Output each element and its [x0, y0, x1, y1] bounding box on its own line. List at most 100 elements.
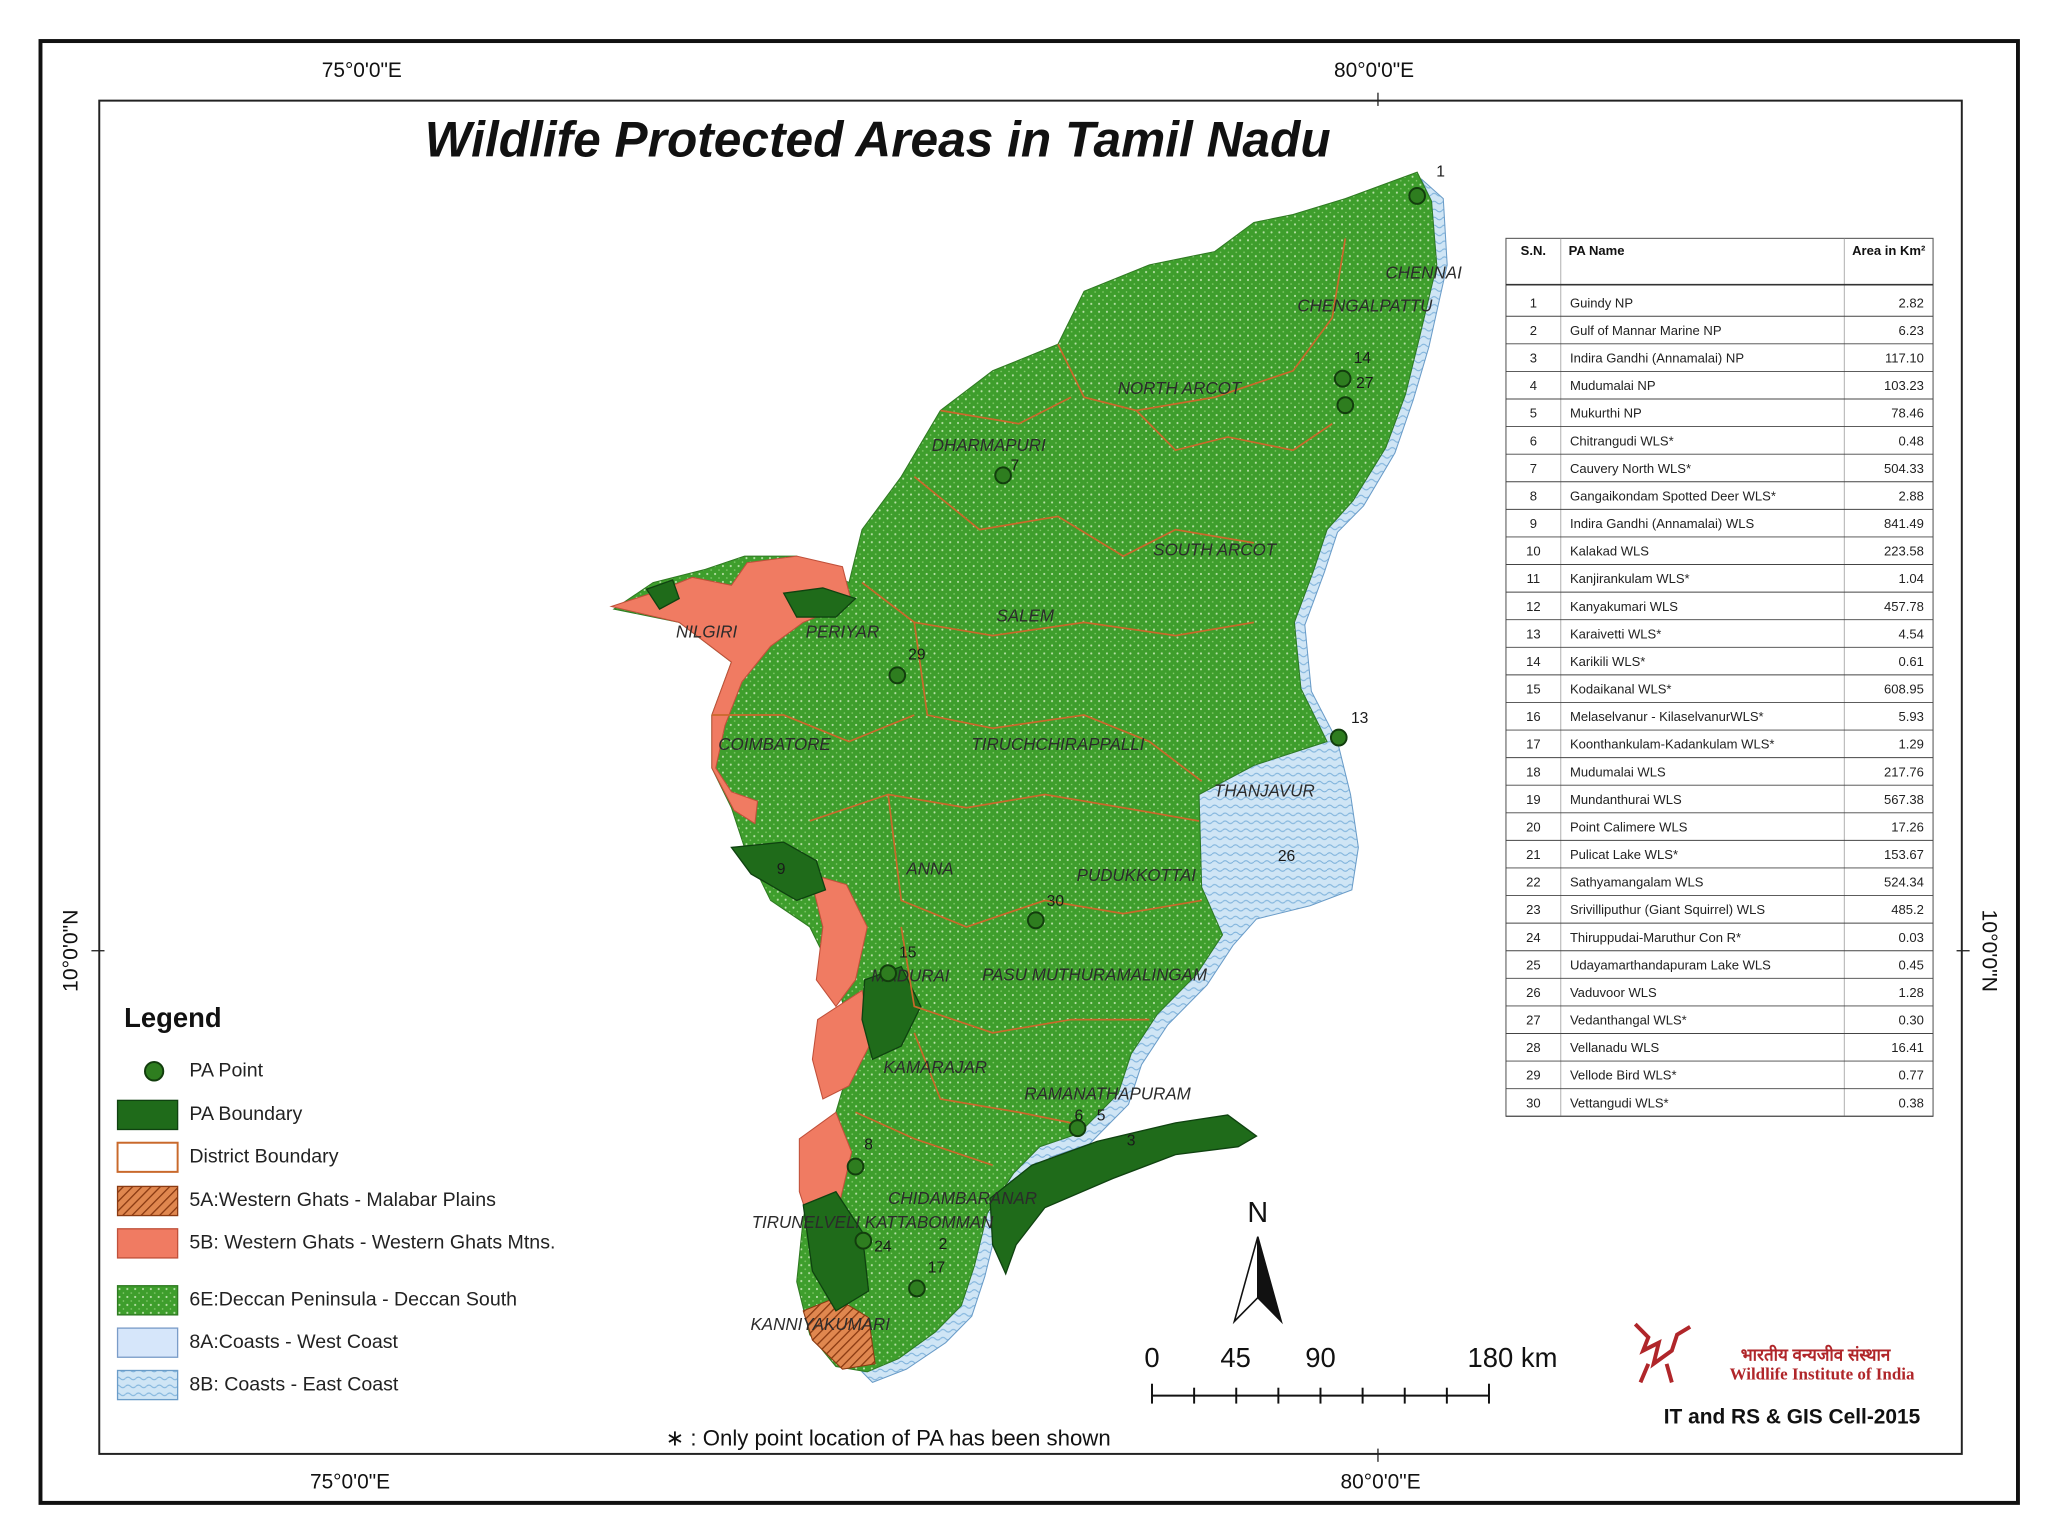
table-cell: Cauvery North WLS* — [1570, 461, 1691, 476]
pa-point — [908, 1279, 926, 1298]
table-cell: 457.78 — [1884, 599, 1924, 614]
table-cell: 18 — [1526, 764, 1541, 779]
table-cell: 153.67 — [1884, 847, 1924, 862]
table-cell: 567.38 — [1884, 792, 1924, 807]
table-cell: 8 — [1530, 488, 1537, 503]
graticule-label: 80°0'0"E — [1334, 59, 1414, 82]
table-cell: 16 — [1526, 709, 1541, 724]
table-cell: Vedanthangal WLS* — [1570, 1012, 1687, 1027]
table-cell: 0.61 — [1899, 654, 1924, 669]
table-cell: 1 — [1530, 295, 1537, 310]
table-cell: 23 — [1526, 902, 1541, 917]
table-cell: 1.28 — [1899, 985, 1924, 1000]
deccan-south-zone — [612, 171, 1438, 1373]
pa-boundary — [989, 1114, 1258, 1276]
district-label: DHARMAPURI — [932, 436, 1046, 455]
table-cell: Gangaikondam Spotted Deer WLS* — [1570, 488, 1776, 503]
table-cell: 17 — [1526, 737, 1541, 752]
pa-point — [1336, 396, 1355, 415]
pa-point-label: 1 — [1436, 163, 1445, 180]
scale-label: 45 — [1220, 1342, 1251, 1373]
table-cell: 0.30 — [1899, 1012, 1924, 1027]
table-cell: 217.76 — [1884, 764, 1924, 779]
table-cell: Udayamarthandapuram Lake WLS — [1570, 957, 1771, 972]
table-cell: Koonthankulam-Kadankulam WLS* — [1570, 737, 1775, 752]
table-cell: 2.88 — [1899, 488, 1924, 503]
table-cell: 22 — [1526, 875, 1541, 890]
table-cell: Karaivetti WLS* — [1570, 626, 1661, 641]
table-cell: 26 — [1526, 985, 1541, 1000]
table-cell: 28 — [1526, 1040, 1541, 1055]
table-cell: Kalakad WLS — [1570, 544, 1649, 559]
legend-swatch — [116, 1141, 179, 1173]
table-cell: 16.41 — [1891, 1040, 1924, 1055]
graticule-label: 75°0'0"E — [310, 1471, 390, 1494]
table-cell: 608.95 — [1884, 681, 1924, 696]
legend-swatch — [116, 1228, 179, 1259]
table-cell: 5.93 — [1899, 709, 1924, 724]
table-cell: Vettangudi WLS* — [1570, 1095, 1669, 1110]
pa-point — [1026, 911, 1045, 930]
table-cell: 11 — [1527, 571, 1541, 586]
pa-point — [854, 1231, 873, 1250]
table-cell: 117.10 — [1885, 350, 1924, 365]
legend-label: 5A:Western Ghats - Malabar Plains — [189, 1189, 496, 1211]
table-cell: 6 — [1530, 433, 1537, 448]
district-label: PERIYAR — [806, 622, 880, 641]
table-cell: 485.2 — [1891, 902, 1924, 917]
pa-point-label: 13 — [1351, 710, 1369, 727]
table-cell: Indira Gandhi (Annamalai) NP — [1570, 350, 1744, 365]
legend-title: Legend — [124, 1002, 221, 1033]
pa-point-label: 14 — [1354, 350, 1372, 367]
table-cell: 223.58 — [1884, 544, 1924, 559]
legend-item: 8B: Coasts - East Coast — [116, 1369, 399, 1401]
scale-bar: 0 45 90 180 km — [1144, 1342, 1557, 1404]
pa-point — [1333, 369, 1352, 388]
table-cell: 12 — [1526, 599, 1541, 614]
table-header: S.N. — [1521, 243, 1546, 258]
pa-point-label: 15 — [899, 944, 917, 961]
legend-label: 6E:Deccan Peninsula - Deccan South — [189, 1288, 517, 1310]
scale-label: 0 — [1144, 1342, 1159, 1373]
pa-point-label: 29 — [908, 647, 926, 664]
logo-english: Wildlife Institute of India — [1730, 1365, 1915, 1384]
pa-point-label: 2 — [939, 1236, 948, 1253]
table-cell: Srivilliputhur (Giant Squirrel) WLS — [1570, 902, 1765, 917]
table-cell: Kanjirankulam WLS* — [1570, 571, 1690, 586]
western-ghats-mtns-zone — [809, 873, 868, 1008]
north-label: N — [1247, 1197, 1268, 1229]
legend-label: District Boundary — [189, 1145, 338, 1167]
pa-point — [994, 466, 1012, 485]
table-cell: 841.49 — [1884, 516, 1924, 531]
pa-point — [1408, 187, 1426, 205]
legend: Legend PA Point PA Boundary District Bounda… — [116, 1002, 555, 1401]
district-label: PASU MUTHURAMALINGAM — [982, 965, 1208, 984]
table-cell: 2 — [1530, 323, 1537, 338]
table-header: PA Name — [1569, 243, 1625, 258]
table-cell: 0.38 — [1899, 1095, 1924, 1110]
district-label: CHIDAMBARANAR — [888, 1189, 1037, 1208]
district-boundary — [711, 238, 1347, 1167]
legend-item: 8A:Coasts - West Coast — [116, 1327, 399, 1358]
pa-point-label: 7 — [1010, 457, 1019, 474]
legend-label: 5B: Western Ghats - Western Ghats Mtns. — [189, 1231, 555, 1253]
table-cell: 524.34 — [1884, 875, 1924, 890]
pa-point-label: 30 — [1047, 893, 1065, 910]
table-cell: Melaselvanur - KilaselvanurWLS* — [1570, 709, 1764, 724]
table-cell: 6.23 — [1899, 323, 1924, 338]
table-cell: 21 — [1526, 847, 1541, 862]
table-cell: 27 — [1526, 1012, 1541, 1027]
north-arrow: N — [1232, 1197, 1283, 1325]
table-cell: Thiruppudai-Maruthur Con R* — [1570, 930, 1741, 945]
pa-point — [879, 964, 897, 983]
north-arrow-half — [1257, 1236, 1283, 1325]
table-cell: 3 — [1530, 350, 1537, 365]
table-cell: 103.23 — [1884, 378, 1924, 393]
pa-boundary — [802, 965, 922, 1312]
pa-point — [888, 666, 907, 685]
district-label: NILGIRI — [676, 622, 738, 641]
tamil-nadu-map — [609, 171, 1448, 1384]
western-ghats-mtns-zone — [811, 989, 874, 1100]
